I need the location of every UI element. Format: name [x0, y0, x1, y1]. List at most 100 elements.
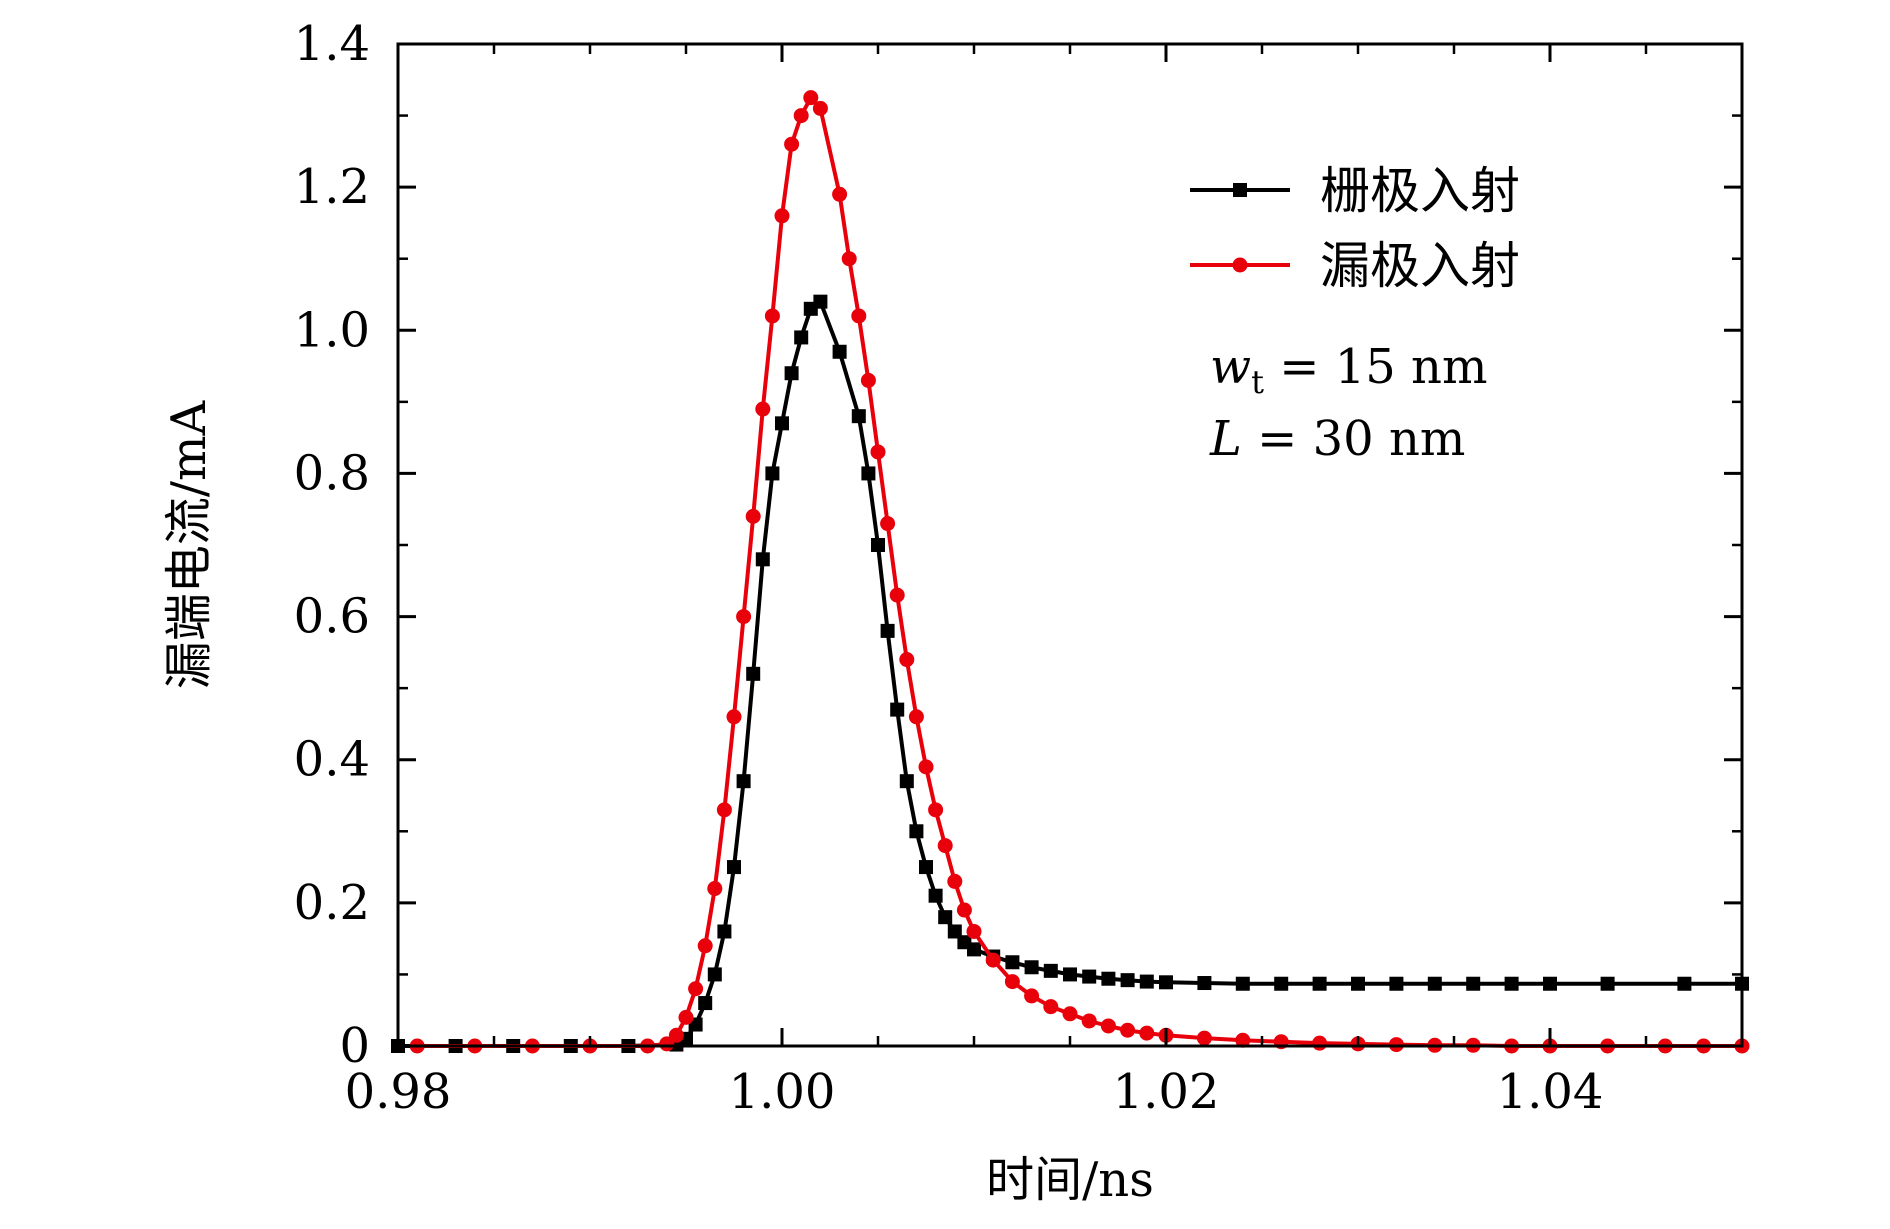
legend-entry-gate: 栅极入射 — [1190, 162, 1520, 220]
data-point-gate — [899, 774, 914, 789]
y-tick-label: 0.8 — [294, 445, 370, 501]
annotation-wt-value: = 15 nm — [1264, 339, 1488, 395]
data-point-gate — [1197, 976, 1212, 991]
data-point-gate — [919, 860, 933, 875]
data-point-drain — [1024, 988, 1040, 1004]
data-point-drain — [1081, 1013, 1097, 1029]
data-point-gate — [1466, 976, 1481, 991]
data-point-gate — [947, 924, 962, 939]
data-point-gate — [880, 623, 895, 638]
data-point-drain — [966, 923, 982, 939]
legend-label-drain: 漏极入射 — [1320, 237, 1520, 295]
data-point-gate — [1543, 976, 1557, 991]
data-point-gate — [1677, 976, 1692, 991]
data-point-gate — [784, 366, 799, 381]
legend-marker-drain — [1232, 257, 1248, 273]
parameter-annotation: wt = 15 nm L = 30 nm — [1209, 339, 1487, 467]
data-point-drain — [928, 802, 944, 818]
data-point-gate — [813, 294, 828, 309]
data-point-gate — [928, 888, 943, 903]
data-point-gate — [1005, 955, 1020, 970]
data-point-gate — [938, 910, 953, 925]
data-point-gate — [717, 924, 732, 939]
data-point-gate — [794, 330, 809, 345]
legend: 栅极入射 漏极入射 — [1190, 162, 1520, 295]
annotation-wt: wt = 15 nm — [1210, 339, 1487, 401]
data-point-drain — [764, 308, 780, 324]
annotation-l-value: = 30 nm — [1242, 411, 1466, 467]
annotation-wt-var: w — [1210, 339, 1251, 395]
data-point-drain — [918, 759, 934, 775]
x-tick-label: 1.04 — [1497, 1064, 1604, 1120]
data-point-gate — [746, 666, 761, 681]
data-point-drain — [985, 952, 1001, 968]
data-point-drain — [755, 401, 771, 417]
data-point-drain — [678, 1009, 694, 1025]
data-point-gate — [1043, 963, 1058, 978]
data-point-drain — [889, 587, 905, 603]
data-point-gate — [727, 860, 741, 875]
data-point-gate — [832, 344, 847, 359]
data-point-gate — [1063, 967, 1077, 982]
data-point-gate — [1082, 969, 1097, 984]
data-point-gate — [1235, 976, 1250, 991]
data-point-drain — [688, 981, 704, 997]
data-point-drain — [812, 100, 828, 116]
data-point-drain — [841, 251, 857, 267]
legend-label-gate: 栅极入射 — [1320, 162, 1520, 220]
y-tick-label: 0.6 — [294, 589, 370, 645]
data-point-drain — [774, 208, 790, 224]
data-point-gate — [1504, 976, 1519, 991]
data-point-gate — [775, 416, 789, 431]
data-point-gate — [707, 967, 722, 982]
data-point-gate — [890, 702, 905, 717]
data-point-gate — [1139, 974, 1154, 989]
data-point-gate — [861, 466, 876, 481]
x-tick-label: 1.00 — [729, 1064, 836, 1120]
data-point-drain — [793, 108, 809, 124]
x-tick-label: 1.02 — [1113, 1064, 1220, 1120]
data-point-drain — [716, 802, 732, 818]
y-tick-label: 0.2 — [294, 875, 370, 931]
data-point-drain — [899, 652, 915, 668]
x-axis-title: 时间/ns — [986, 1152, 1154, 1208]
y-tick-label: 1.2 — [294, 159, 370, 215]
data-point-gate — [1101, 971, 1116, 986]
data-point-drain — [1196, 1030, 1212, 1046]
data-point-gate — [736, 774, 751, 789]
series-line-0 — [398, 299, 1742, 1048]
data-point-drain — [880, 516, 896, 532]
annotation-l: L = 30 nm — [1209, 411, 1465, 467]
y-tick-label: 1.0 — [294, 302, 370, 358]
data-point-gate — [871, 538, 885, 552]
y-tick-label: 1.4 — [294, 16, 370, 72]
data-point-gate — [1389, 976, 1404, 991]
data-point-drain — [784, 136, 800, 152]
data-point-gate — [1120, 973, 1135, 988]
data-point-drain — [1312, 1035, 1328, 1051]
data-point-gate — [967, 942, 981, 957]
data-point-drain — [745, 508, 761, 524]
data-point-gate — [1024, 960, 1039, 975]
data-point-drain — [1235, 1032, 1251, 1048]
y-axis-title: 漏端电流/mA — [161, 399, 217, 689]
data-point-gate — [765, 466, 780, 481]
data-point-gate — [1600, 976, 1615, 991]
data-point-drain — [1100, 1018, 1116, 1034]
data-point-drain — [726, 709, 742, 725]
data-point-drain — [1120, 1022, 1136, 1038]
data-point-drain — [659, 1036, 675, 1052]
legend-entry-drain: 漏极入射 — [1190, 237, 1520, 295]
y-tick-label: 0.4 — [294, 732, 370, 788]
data-point-drain — [1062, 1006, 1078, 1022]
data-point-gate — [1274, 976, 1289, 991]
data-point-drain — [1139, 1025, 1155, 1041]
data-point-drain — [697, 938, 713, 954]
data-point-drain — [947, 873, 963, 889]
data-point-gate — [698, 996, 713, 1011]
data-point-drain — [803, 90, 819, 106]
annotation-wt-sub: t — [1251, 363, 1264, 401]
data-point-gate — [755, 552, 770, 567]
